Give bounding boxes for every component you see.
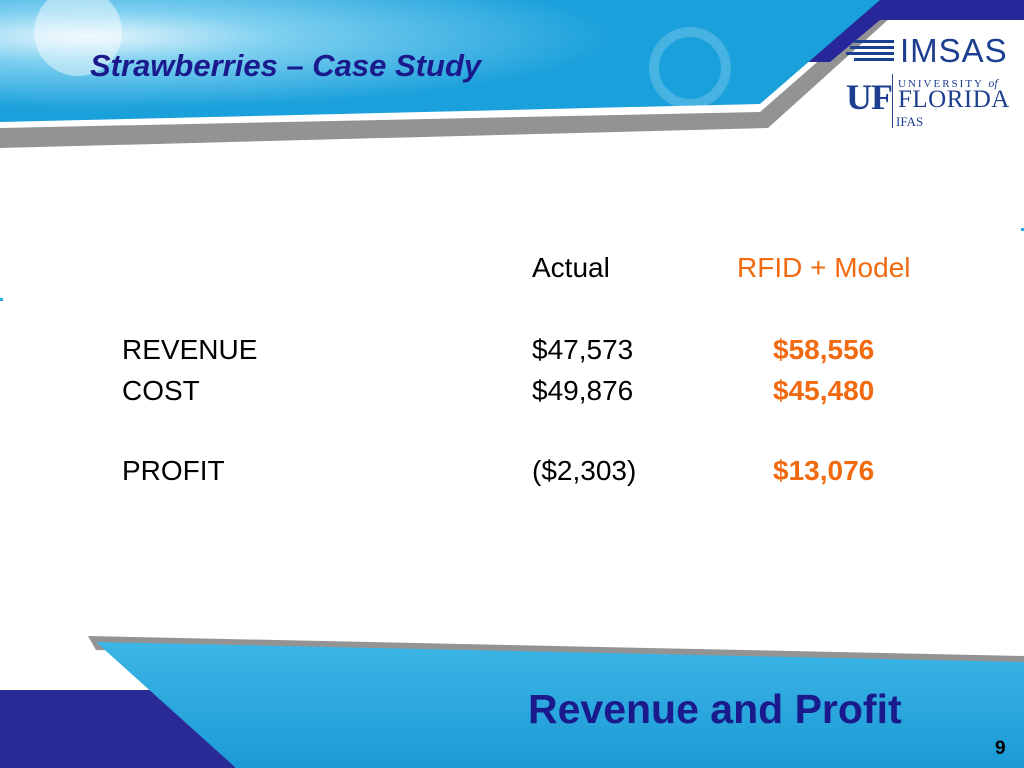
uf-mark: UF xyxy=(846,77,893,117)
uf-ifas-text: IFAS xyxy=(896,114,924,129)
column-header-rfid-model: RFID + Model xyxy=(737,252,911,283)
cost-actual-value: $49,876 xyxy=(532,375,634,406)
uf-university-text: UNIVERSITY of xyxy=(898,76,998,90)
profit-actual-value: ($2,303) xyxy=(532,455,637,486)
page-number: 9 xyxy=(995,738,1006,759)
imsas-lines-icon xyxy=(846,40,894,66)
row-label-profit: PROFIT xyxy=(122,455,225,486)
column-header-actual: Actual xyxy=(532,252,610,283)
uf-ifas-logo: UF UNIVERSITY of FLORIDA IFAS xyxy=(846,72,1016,130)
row-label-revenue: REVENUE xyxy=(122,334,258,365)
uf-florida-text: FLORIDA xyxy=(898,86,1010,113)
slide-title: Strawberries – Case Study xyxy=(90,48,482,83)
cost-model-value: $45,480 xyxy=(773,375,875,406)
footer-title: Revenue and Profit xyxy=(528,686,902,732)
profit-model-value: $13,076 xyxy=(773,455,875,486)
imsas-logo-text: IMSAS xyxy=(900,32,1008,69)
logo-divider xyxy=(892,74,893,128)
row-label-cost: COST xyxy=(122,375,200,406)
revenue-model-value: $58,556 xyxy=(773,334,875,365)
imsas-logo: IMSAS xyxy=(846,32,1024,70)
revenue-actual-value: $47,573 xyxy=(532,334,634,365)
